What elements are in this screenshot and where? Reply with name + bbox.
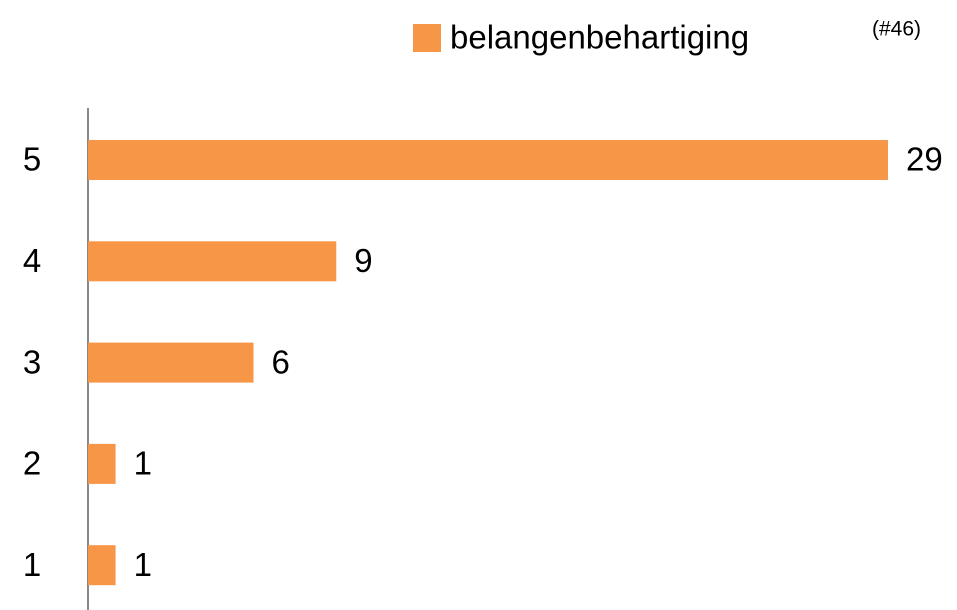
y-tick-label: 1 <box>23 546 41 583</box>
bar <box>88 241 337 282</box>
legend-label: belangenbehartiging <box>450 19 749 56</box>
legend-swatch <box>413 24 441 52</box>
data-label: 6 <box>272 343 290 380</box>
data-label: 29 <box>906 141 943 178</box>
bar <box>88 140 888 180</box>
data-label: 9 <box>354 242 372 279</box>
y-tick-label: 2 <box>23 445 41 482</box>
y-tick-label: 3 <box>23 343 41 380</box>
data-label: 1 <box>134 546 152 583</box>
y-tick-label: 5 <box>23 141 41 178</box>
data-label: 1 <box>134 445 152 482</box>
bar <box>88 545 116 586</box>
y-tick-label: 4 <box>23 242 41 279</box>
bar <box>88 342 254 383</box>
legend-note: (#46) <box>872 18 921 41</box>
bar <box>88 443 116 484</box>
